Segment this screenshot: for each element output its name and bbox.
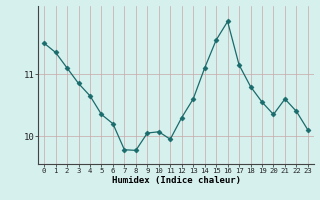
X-axis label: Humidex (Indice chaleur): Humidex (Indice chaleur) xyxy=(111,176,241,185)
